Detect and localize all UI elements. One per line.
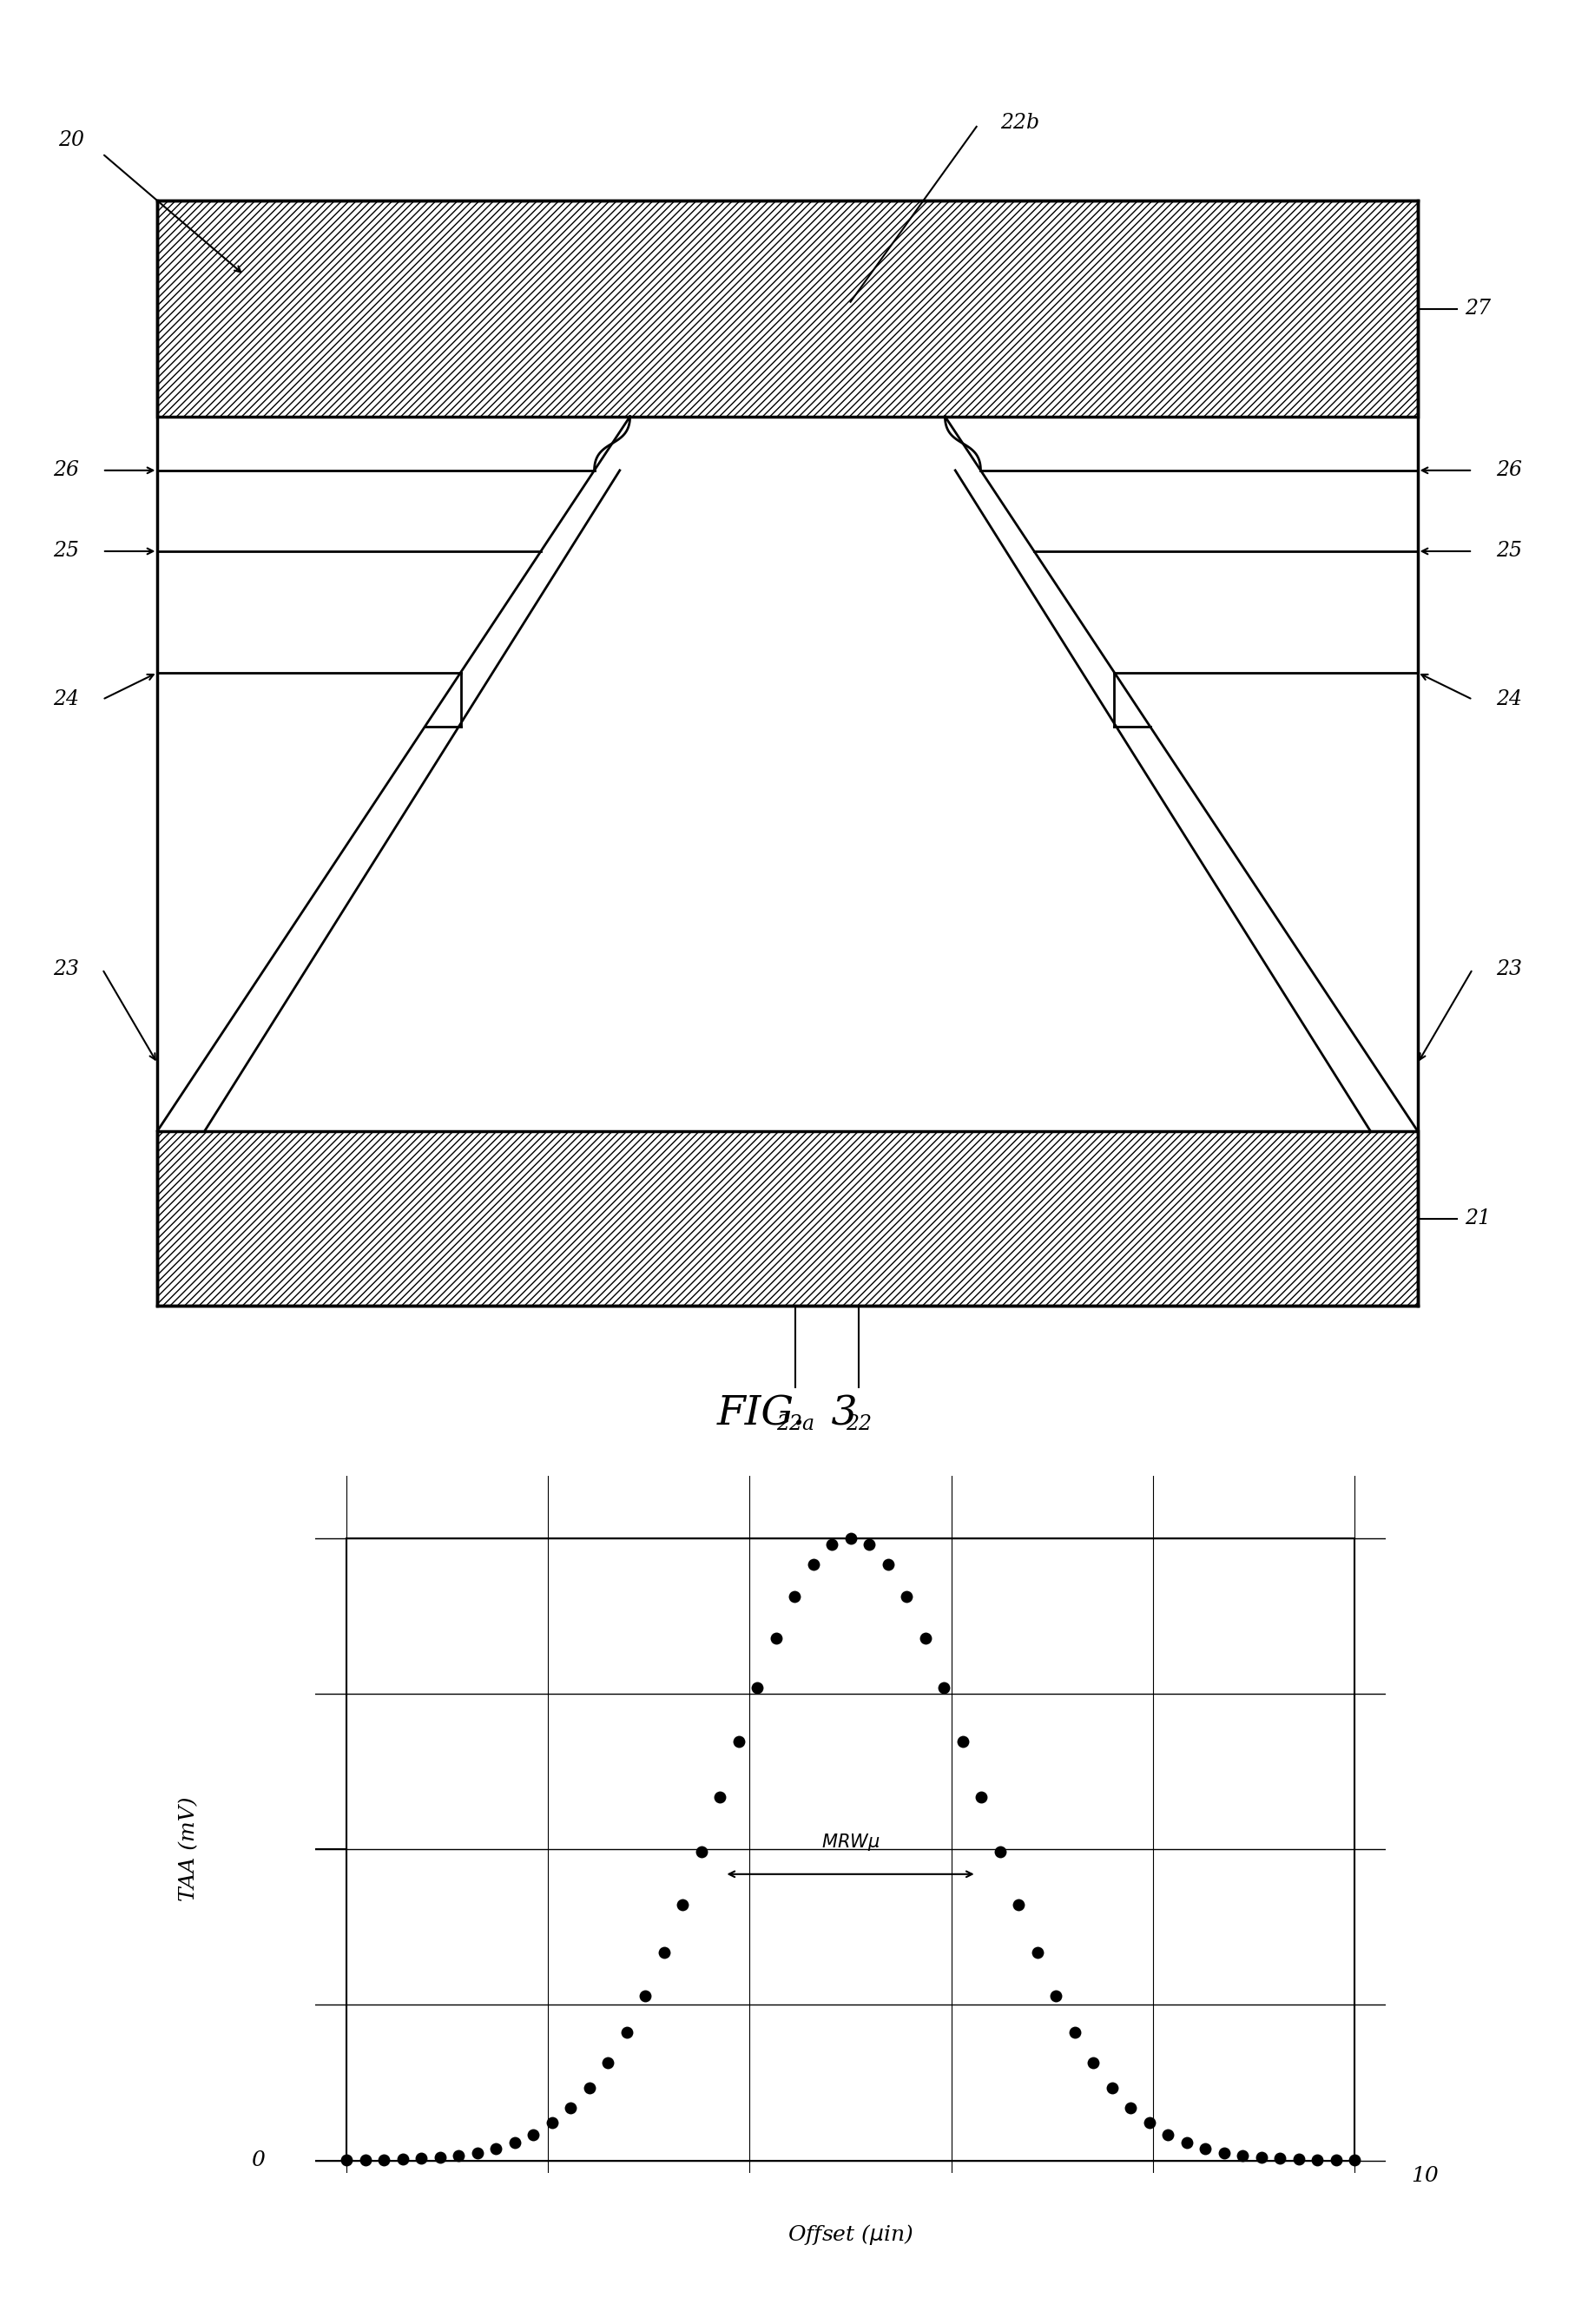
Point	[408, 2140, 433, 2178]
Text: 20: 20	[58, 130, 83, 151]
Point	[484, 2131, 509, 2168]
Text: 0: 0	[250, 2150, 265, 2171]
Point	[819, 1527, 844, 1564]
Point	[895, 1578, 920, 1615]
Text: 22: 22	[846, 1413, 871, 1434]
Point	[912, 1620, 937, 1657]
Point	[838, 1520, 863, 1557]
Text: 23: 23	[1496, 960, 1523, 978]
Text: 26: 26	[52, 460, 79, 481]
Point	[427, 2138, 452, 2175]
Point	[446, 2138, 471, 2175]
Point	[521, 2115, 547, 2152]
Point	[726, 1722, 751, 1759]
Point	[1043, 1978, 1068, 2015]
Text: 22a: 22a	[776, 1413, 814, 1434]
Point	[1211, 2133, 1236, 2171]
Point	[764, 1620, 789, 1657]
Point	[502, 2124, 528, 2161]
Point	[595, 2045, 621, 2082]
Text: 10: 10	[1411, 2166, 1440, 2187]
Point	[650, 1934, 676, 1971]
Point	[633, 1978, 658, 2015]
Point	[1342, 2143, 1367, 2180]
Point	[391, 2140, 416, 2178]
Text: $MRW\mu$: $MRW\mu$	[821, 1831, 880, 1852]
Point	[1285, 2140, 1310, 2178]
Text: 24: 24	[52, 690, 79, 709]
Text: 27: 27	[1465, 300, 1492, 318]
Point	[1062, 2013, 1087, 2050]
Point	[1268, 2140, 1293, 2178]
Point	[1118, 2089, 1143, 2126]
Point	[969, 1778, 994, 1815]
Point	[707, 1778, 732, 1815]
Text: 24: 24	[1496, 690, 1523, 709]
Point	[1025, 1934, 1051, 1971]
Point	[576, 2068, 602, 2106]
Point	[1099, 2068, 1125, 2106]
Bar	[158, 1132, 1418, 1306]
Text: TAA (mV): TAA (mV)	[180, 1796, 198, 1901]
Point	[539, 2106, 564, 2143]
Point	[1192, 2131, 1217, 2168]
Point	[1173, 2124, 1199, 2161]
Point	[558, 2089, 583, 2126]
Text: Offset ($\mu$in): Offset ($\mu$in)	[788, 2222, 913, 2247]
Point	[669, 1887, 695, 1924]
Point	[465, 2133, 490, 2171]
Text: 26: 26	[1496, 460, 1523, 481]
Point	[876, 1545, 901, 1583]
Point	[931, 1669, 956, 1706]
Point	[372, 2140, 397, 2178]
Text: 25: 25	[1496, 541, 1523, 560]
Text: FIG.  3: FIG. 3	[717, 1394, 858, 1434]
Point	[781, 1578, 806, 1615]
Point	[1304, 2140, 1329, 2178]
Bar	[158, 200, 1418, 416]
Point	[614, 2013, 639, 2050]
Point	[745, 1669, 770, 1706]
Text: 22b: 22b	[1000, 112, 1040, 132]
Text: 23: 23	[52, 960, 79, 978]
Point	[334, 2143, 359, 2180]
Point	[988, 1834, 1013, 1871]
Point	[1249, 2138, 1274, 2175]
Text: 25: 25	[52, 541, 79, 560]
Text: 21: 21	[1465, 1208, 1492, 1229]
Point	[800, 1545, 825, 1583]
Point	[688, 1834, 713, 1871]
Point	[857, 1527, 882, 1564]
Point	[1137, 2106, 1162, 2143]
Point	[1080, 2045, 1106, 2082]
Point	[1154, 2115, 1180, 2152]
Point	[1323, 2140, 1348, 2178]
Point	[353, 2140, 378, 2178]
Point	[1006, 1887, 1032, 1924]
Point	[1230, 2138, 1255, 2175]
Point	[950, 1722, 975, 1759]
